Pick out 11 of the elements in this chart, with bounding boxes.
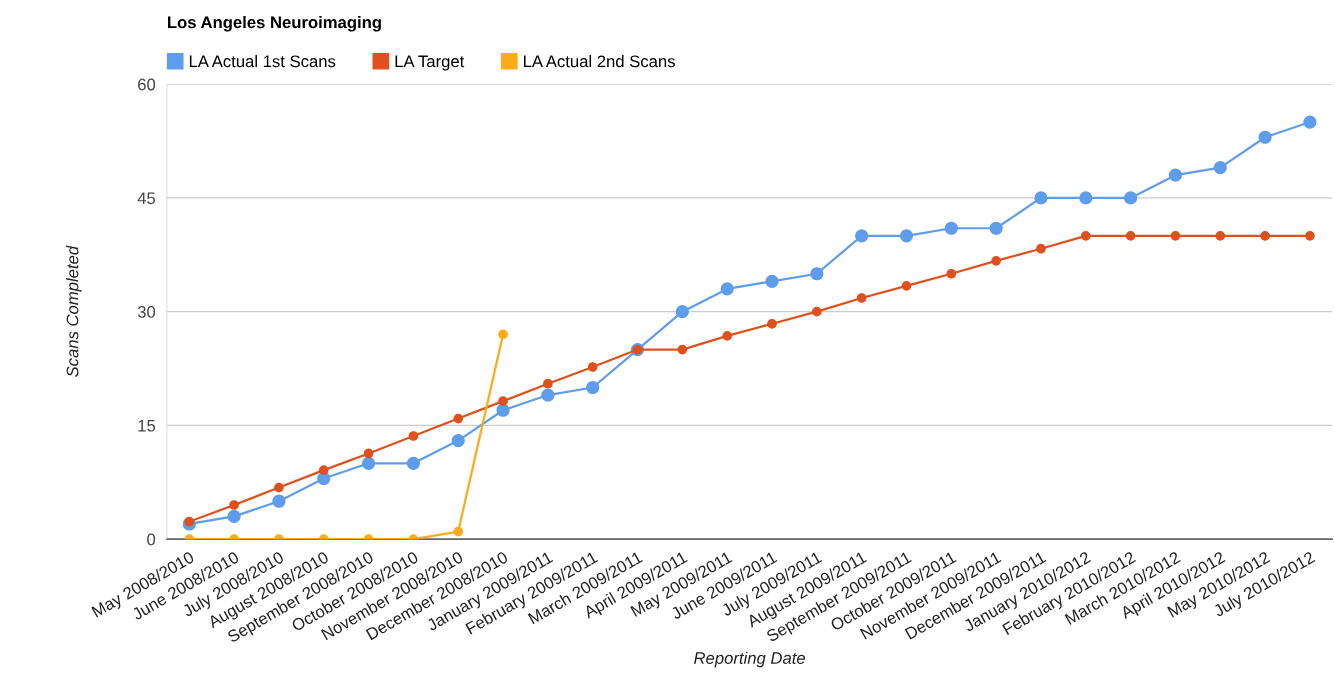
y-tick-label: 45 [137, 192, 156, 205]
legend-label: LA Actual 1st Scans [189, 55, 336, 68]
y-tick-label: 60 [138, 78, 156, 91]
chart-title: Los Angeles Neuroimaging [167, 15, 381, 32]
y-tick-label: 15 [138, 419, 156, 432]
x-axis-title: Reporting Date [694, 651, 806, 668]
y-tick-label: 0 [147, 533, 156, 546]
y-tick-label: 30 [137, 306, 156, 318]
y-axis-title: Scans Completed [66, 245, 82, 377]
legend-label: LA Actual 2nd Scans [524, 55, 675, 68]
legend-label: LA Target [395, 55, 465, 71]
